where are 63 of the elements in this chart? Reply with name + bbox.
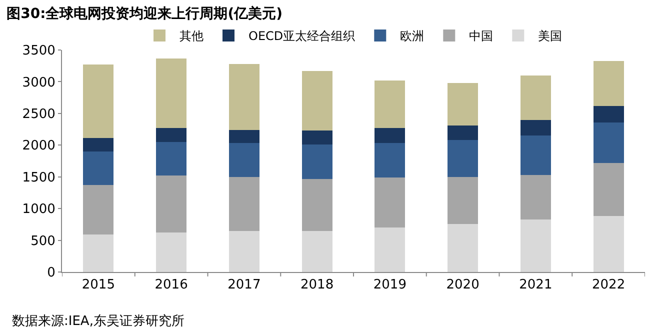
legend-label: 其他	[180, 29, 204, 44]
y-tick-label: 500	[30, 234, 56, 249]
bar	[448, 140, 478, 177]
bar	[374, 143, 406, 178]
x-tick-label: 2019	[373, 278, 406, 293]
bar	[374, 128, 406, 144]
y-tick-label: 3000	[22, 75, 56, 90]
chart-title: 图30:全球电网投资均迎来上行周期(亿美元)	[6, 5, 283, 22]
y-tick-label: 0	[47, 266, 56, 281]
bar	[593, 216, 624, 272]
source-note: 数据来源:IEA,东吴证券研究所	[12, 314, 184, 329]
bar	[156, 232, 187, 272]
bar	[520, 75, 551, 120]
bar	[593, 60, 624, 106]
bar	[593, 106, 624, 122]
bar	[520, 120, 551, 136]
bar	[448, 224, 478, 272]
bar	[448, 125, 478, 140]
bar	[83, 138, 114, 152]
bar	[228, 230, 260, 272]
bar	[228, 64, 260, 130]
bar	[302, 178, 332, 231]
bar	[374, 228, 406, 272]
bar	[593, 122, 624, 163]
bar	[228, 130, 260, 144]
bar	[228, 176, 260, 231]
x-tick-label: 2020	[446, 278, 480, 293]
x-tick-label: 2015	[82, 278, 115, 293]
bar	[520, 219, 551, 272]
legend-label: 中国	[469, 29, 494, 44]
legend-label: 欧洲	[400, 29, 424, 44]
legend-label: 美国	[538, 29, 562, 44]
y-tick-label: 2500	[22, 106, 56, 122]
x-tick-label: 2021	[519, 278, 552, 293]
y-tick-label: 3500	[22, 44, 56, 59]
bar	[302, 70, 332, 131]
bar	[302, 230, 332, 272]
y-tick-label: 2000	[22, 138, 56, 154]
bar	[374, 177, 406, 228]
bar	[83, 185, 114, 235]
bar	[520, 174, 551, 220]
bar	[83, 151, 114, 186]
bar	[156, 128, 187, 142]
x-tick-label: 2016	[154, 278, 188, 293]
legend-label: OECD亚太经合组织	[248, 29, 356, 44]
bar	[374, 80, 406, 128]
y-tick-label: 1000	[22, 202, 56, 218]
bar	[83, 234, 114, 272]
bar	[156, 176, 187, 233]
bar	[448, 82, 478, 126]
y-tick-label: 1500	[22, 170, 56, 186]
bar	[156, 58, 187, 128]
bar	[520, 136, 551, 175]
bar	[302, 130, 332, 145]
bar	[302, 144, 332, 179]
x-tick-label: 2018	[300, 278, 334, 293]
bar	[156, 142, 187, 176]
bar	[83, 64, 114, 138]
bar	[228, 143, 260, 177]
bar	[448, 176, 478, 224]
x-tick-label: 2017	[228, 278, 261, 293]
x-tick-label: 2022	[592, 278, 626, 293]
bar	[593, 162, 624, 216]
